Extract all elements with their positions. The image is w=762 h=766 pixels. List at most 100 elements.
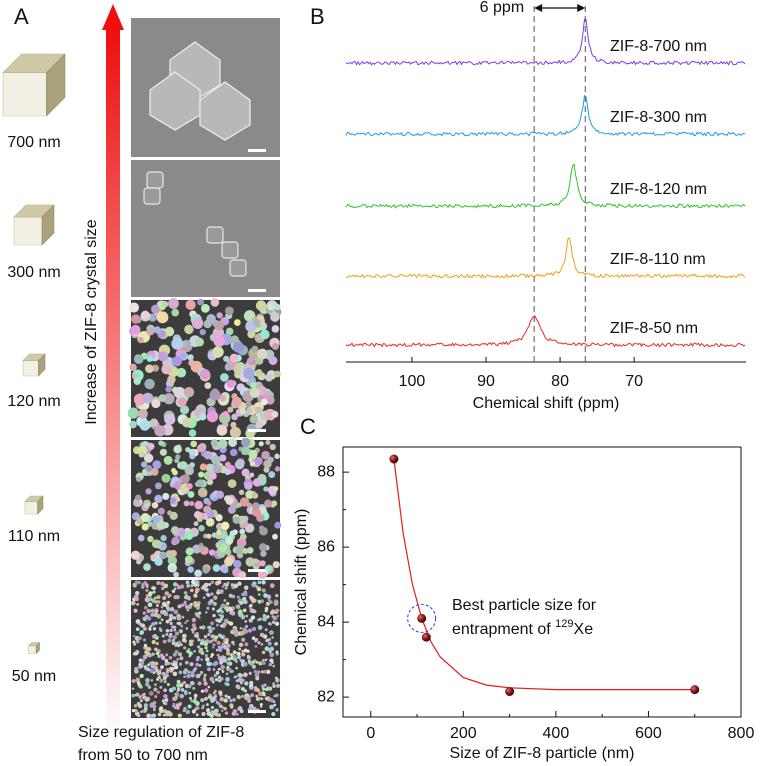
grain: [210, 621, 214, 626]
series-label: ZIF-8-50 nm: [610, 320, 698, 337]
grain: [216, 623, 219, 627]
grain: [131, 687, 135, 690]
grain: [199, 489, 208, 498]
grain: [249, 472, 255, 478]
grain: [233, 654, 237, 659]
grain: [166, 600, 171, 605]
grain: [213, 689, 217, 693]
x-axis-title: Size of ZIF-8 particle (nm): [450, 745, 635, 762]
grain: [271, 343, 279, 351]
grain: [153, 687, 158, 692]
grain: [204, 696, 208, 701]
grain: [257, 569, 268, 579]
grain: [218, 690, 223, 695]
grain: [210, 298, 220, 307]
crystal: [221, 241, 239, 259]
grain: [209, 472, 217, 480]
grain: [274, 521, 282, 529]
grain: [226, 379, 235, 389]
grain: [269, 652, 275, 658]
grain: [239, 408, 246, 415]
grain: [188, 639, 193, 643]
grain: [155, 651, 160, 656]
grain: [221, 521, 230, 531]
grain: [205, 517, 215, 527]
grain: [189, 696, 193, 700]
grain: [171, 536, 180, 545]
grain: [133, 704, 138, 708]
grain: [163, 603, 167, 608]
grain: [211, 455, 221, 466]
grain: [207, 633, 211, 637]
grain: [165, 698, 169, 702]
grain: [201, 711, 206, 716]
grain: [178, 670, 183, 675]
grain: [235, 666, 238, 670]
grain: [242, 608, 247, 613]
grain: [257, 670, 261, 674]
grain: [179, 405, 190, 415]
arrow-head: [534, 4, 543, 12]
grain: [173, 481, 183, 490]
grain: [141, 582, 145, 587]
grain: [216, 425, 228, 436]
grain: [146, 608, 151, 614]
grain: [263, 466, 270, 473]
grain: [203, 681, 208, 686]
grain: [158, 394, 167, 403]
grain: [163, 694, 168, 699]
grain: [195, 674, 199, 678]
grain: [136, 476, 142, 482]
grain: [206, 478, 214, 486]
grain: [273, 303, 281, 311]
grain: [204, 382, 212, 390]
grain: [145, 583, 149, 587]
grain: [158, 627, 162, 631]
grain: [236, 712, 239, 716]
grain: [229, 448, 238, 457]
grain: [246, 407, 253, 415]
grain: [247, 357, 254, 364]
grain: [149, 668, 154, 674]
grain: [173, 386, 186, 399]
grain: [163, 583, 169, 589]
grain: [219, 531, 228, 540]
grain: [162, 492, 170, 500]
grain: [129, 363, 137, 372]
grain: [159, 679, 163, 683]
grain: [213, 595, 218, 600]
grain: [257, 599, 262, 604]
grain: [177, 397, 187, 407]
grain: [227, 695, 231, 699]
grain: [221, 566, 229, 574]
grain: [184, 324, 194, 335]
grain: [250, 596, 255, 602]
grain: [184, 605, 189, 609]
grain: [239, 681, 243, 685]
grain: [271, 620, 276, 624]
grain: [147, 442, 155, 450]
grain: [205, 611, 208, 614]
grain: [147, 535, 154, 543]
grain: [159, 551, 167, 560]
size-label: 120 nm: [7, 393, 60, 410]
grain: [271, 410, 279, 418]
grain: [260, 550, 267, 557]
grain: [160, 534, 167, 542]
grain: [198, 471, 205, 478]
grain: [236, 595, 240, 599]
grain: [205, 649, 209, 653]
grain: [190, 584, 194, 588]
size-label: 700 nm: [7, 134, 60, 151]
grain: [150, 678, 154, 682]
grain: [143, 453, 154, 463]
grain: [273, 601, 279, 606]
grain: [145, 703, 149, 707]
grain: [238, 614, 241, 617]
grain: [231, 413, 238, 421]
grain: [237, 677, 243, 683]
grain: [218, 633, 222, 638]
grain: [199, 328, 206, 336]
grain: [158, 671, 162, 675]
grain: [218, 613, 222, 617]
